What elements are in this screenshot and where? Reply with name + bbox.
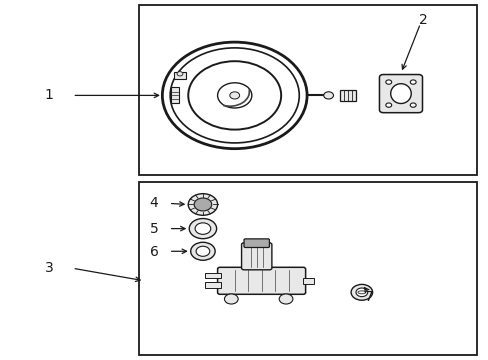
Circle shape	[323, 92, 333, 99]
Circle shape	[279, 294, 292, 304]
Circle shape	[385, 103, 391, 107]
Bar	[303, 278, 313, 284]
Circle shape	[188, 194, 217, 215]
Bar	[205, 282, 221, 288]
FancyBboxPatch shape	[241, 243, 271, 270]
Text: 3: 3	[44, 261, 53, 275]
Circle shape	[224, 294, 238, 304]
Circle shape	[355, 288, 367, 297]
Circle shape	[385, 80, 391, 84]
Circle shape	[194, 198, 211, 211]
Circle shape	[229, 92, 239, 99]
Text: 6: 6	[149, 245, 158, 259]
Bar	[139, 182, 476, 355]
Text: 1: 1	[44, 89, 53, 102]
Circle shape	[350, 284, 372, 300]
Bar	[205, 273, 221, 278]
Circle shape	[409, 80, 415, 84]
Text: 5: 5	[149, 222, 158, 235]
FancyBboxPatch shape	[217, 267, 305, 294]
Bar	[171, 87, 179, 103]
Text: 7: 7	[364, 290, 373, 304]
Circle shape	[190, 242, 215, 260]
Bar	[339, 90, 355, 101]
Bar	[174, 72, 185, 79]
Circle shape	[196, 246, 209, 256]
Circle shape	[409, 103, 415, 107]
Text: 2: 2	[418, 13, 427, 27]
Circle shape	[189, 219, 216, 239]
FancyBboxPatch shape	[244, 239, 269, 248]
Bar	[139, 5, 476, 175]
Ellipse shape	[390, 84, 410, 104]
Circle shape	[177, 72, 183, 76]
Circle shape	[195, 223, 210, 234]
Text: 4: 4	[149, 197, 158, 210]
FancyBboxPatch shape	[379, 75, 422, 113]
